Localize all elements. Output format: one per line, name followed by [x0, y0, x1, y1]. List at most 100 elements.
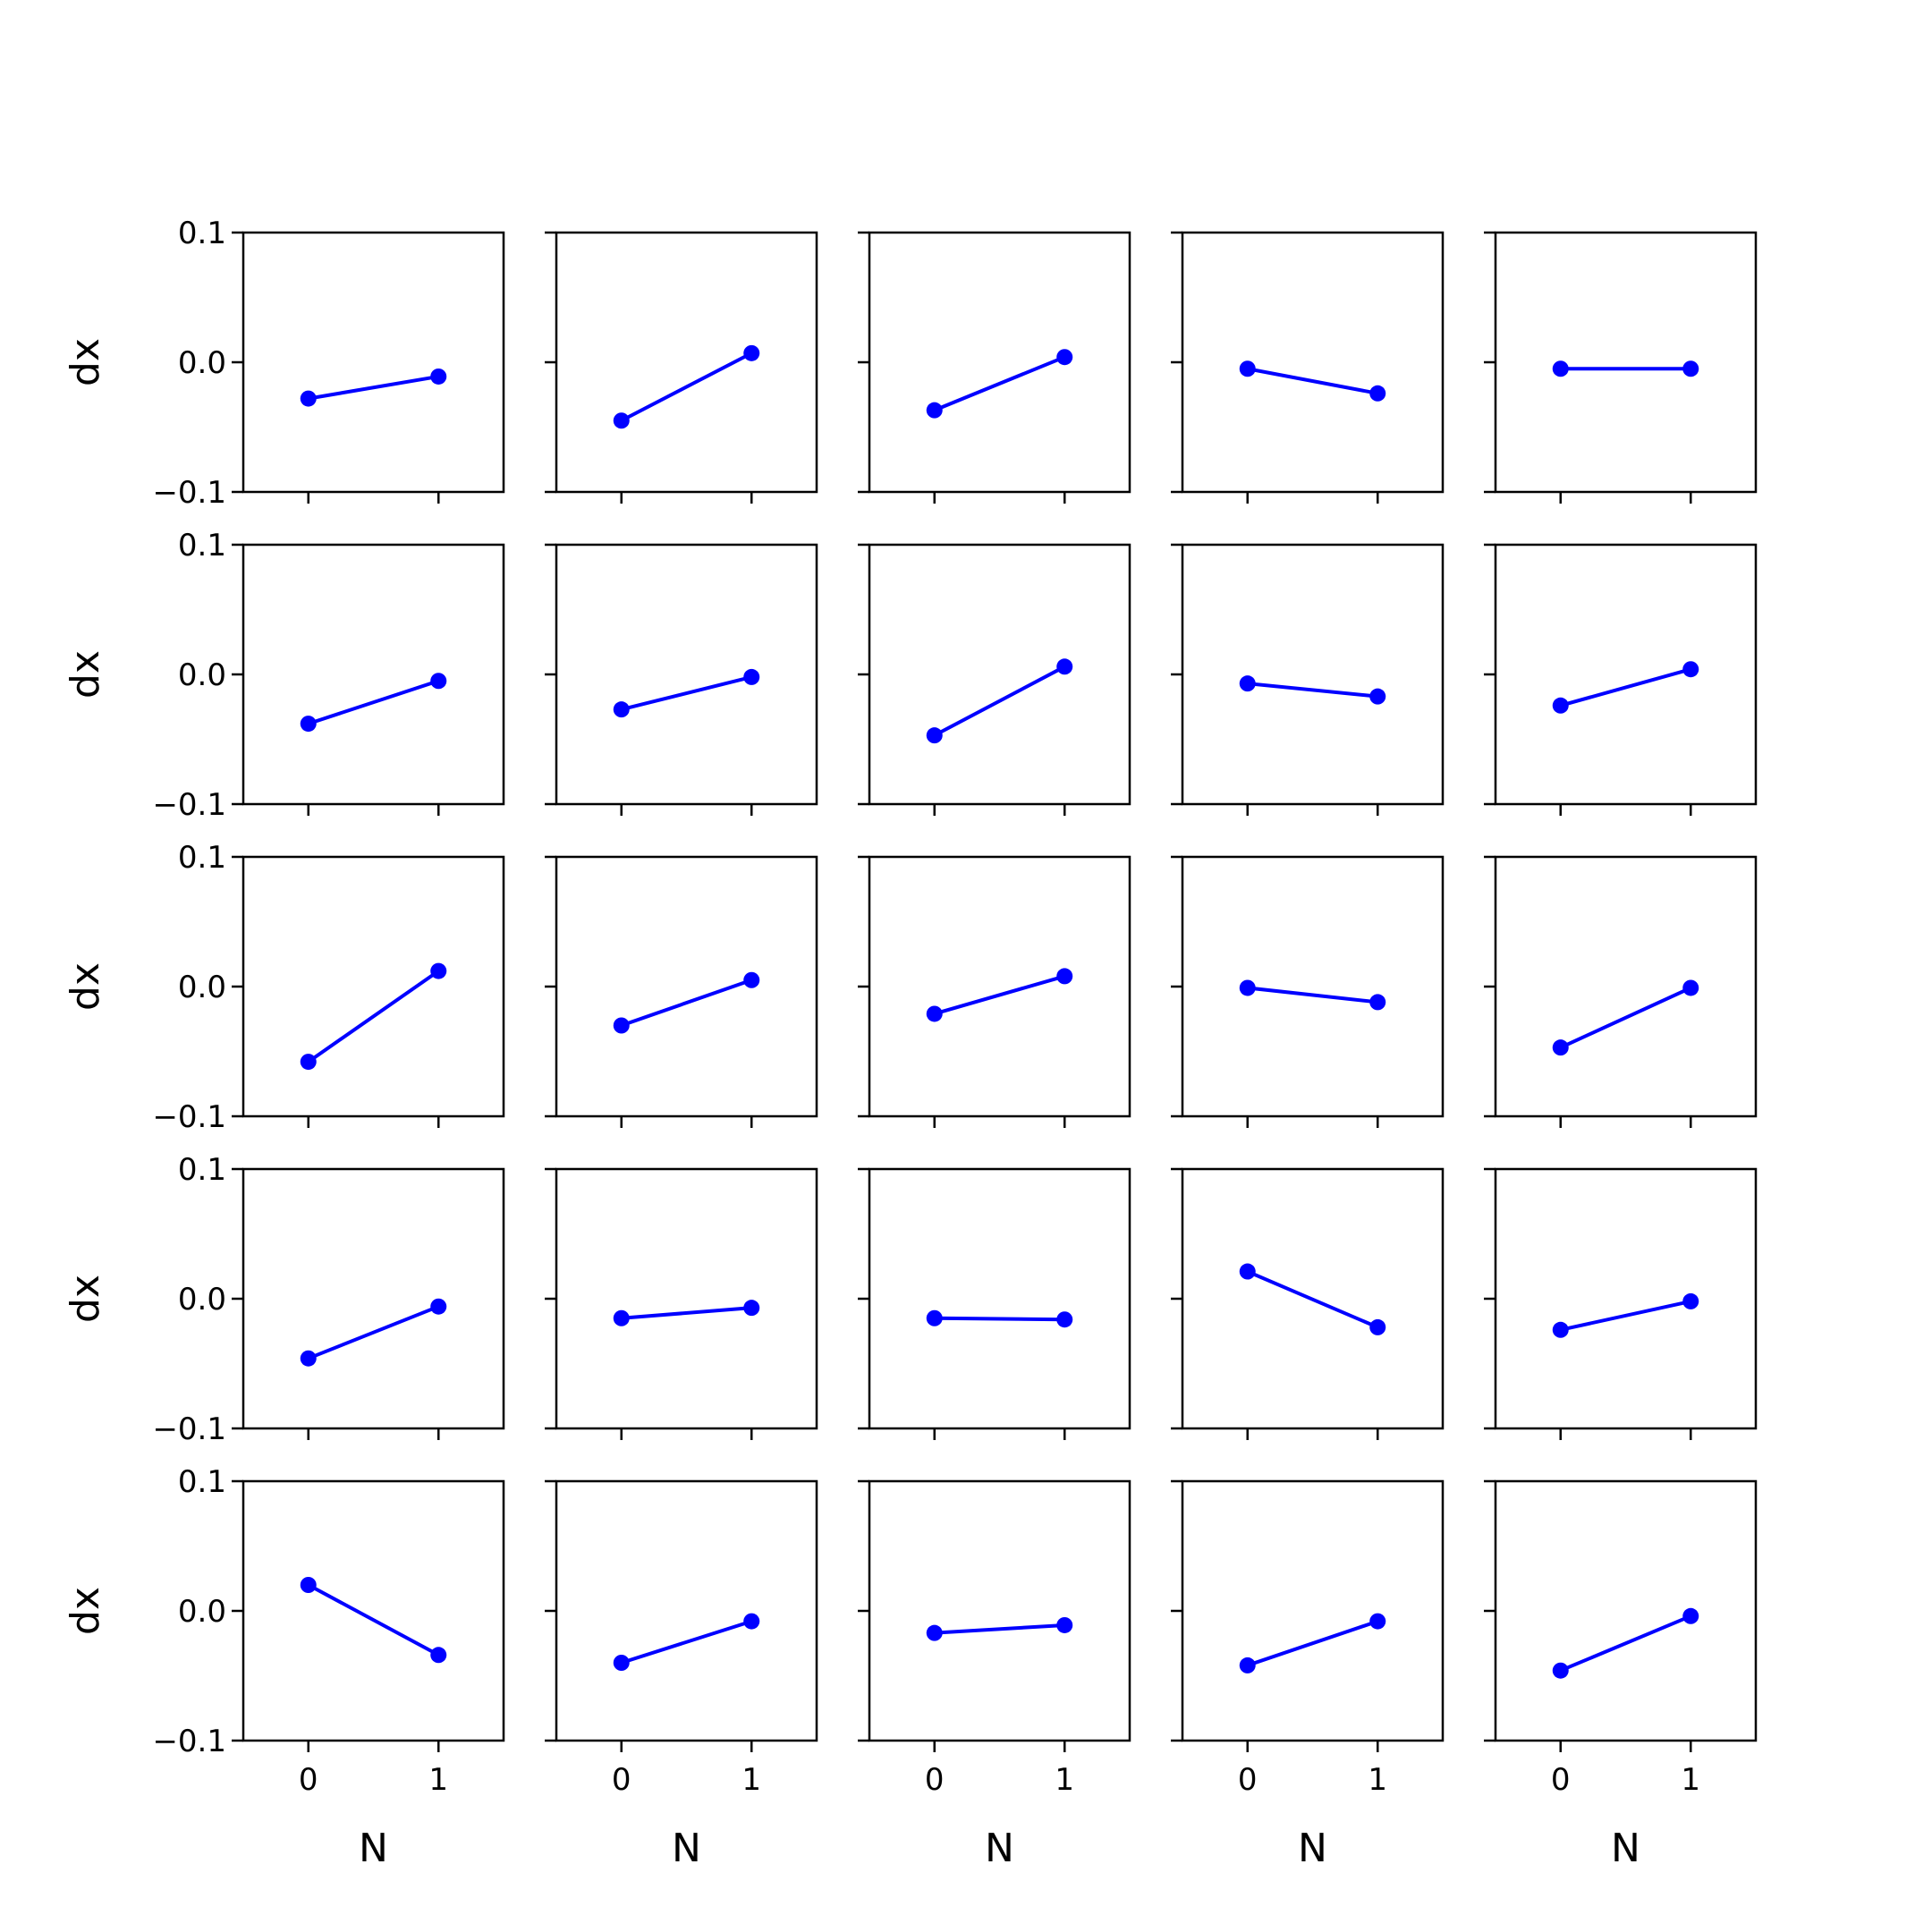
data-point: [1239, 979, 1256, 996]
data-point: [1239, 1657, 1256, 1674]
x-axis-label: N: [672, 1826, 701, 1871]
panel-r2-c1: −0.1 0.0 0.1 dx: [63, 528, 505, 823]
series-line: [1559, 1614, 1692, 1673]
data-point: [1682, 979, 1699, 996]
data-point: [613, 1655, 630, 1671]
data-point: [300, 716, 317, 733]
series-line: [933, 355, 1066, 412]
series-line: [308, 374, 439, 401]
series-line: [621, 674, 752, 712]
y-tick-label: 0.1: [178, 528, 226, 564]
series-line: [308, 1304, 439, 1360]
data-point: [300, 1350, 317, 1367]
series-line: [934, 1316, 1065, 1322]
panel-r1-c4: [1171, 231, 1445, 504]
data-point: [1552, 1321, 1569, 1338]
y-axis-label: dx: [63, 1275, 108, 1323]
data-point: [926, 1309, 943, 1326]
series-line: [307, 1583, 440, 1657]
data-point: [300, 390, 317, 407]
series-line: [1247, 986, 1378, 1004]
data-point: [1682, 661, 1699, 678]
panel-grid: −0.1 0.0 0.1 dx −0.1 0.0 0.1 dx −0.1 0.0 0.1 dx −0.1…: [63, 216, 1758, 1871]
data-point: [1369, 688, 1386, 705]
y-tick-label: 0.1: [178, 840, 226, 876]
data-point: [926, 402, 943, 419]
data-point: [743, 1300, 760, 1317]
x-tick-label: 1: [1055, 1762, 1074, 1798]
y-tick-label: 0.0: [178, 345, 226, 381]
panel-r1-c2: [545, 231, 818, 504]
x-tick-label: 1: [1681, 1762, 1700, 1798]
data-point: [1682, 360, 1699, 377]
data-point: [1552, 360, 1569, 377]
panel-r2-c3: [858, 543, 1131, 816]
y-axis-label: dx: [63, 338, 108, 386]
x-axis-label: N: [985, 1826, 1014, 1871]
x-tick-label: 0: [299, 1762, 318, 1798]
panel-r3-c5: [1484, 855, 1758, 1128]
x-axis-label: N: [1298, 1826, 1327, 1871]
y-tick-label: −0.1: [152, 1411, 226, 1447]
data-point: [430, 673, 447, 690]
data-point: [1552, 697, 1569, 714]
x-tick-label: 0: [925, 1762, 945, 1798]
x-tick-label: 0: [1238, 1762, 1258, 1798]
series-line: [934, 1623, 1065, 1635]
data-point: [613, 1309, 630, 1326]
data-point: [430, 1298, 447, 1315]
data-point: [926, 727, 943, 744]
series-line: [621, 978, 752, 1028]
y-tick-label: −0.1: [152, 1724, 226, 1759]
y-tick-label: −0.1: [152, 475, 226, 511]
series-line: [1560, 1299, 1691, 1332]
data-point: [1056, 1616, 1073, 1633]
data-point: [1552, 1662, 1569, 1679]
x-tick-label: 0: [1551, 1762, 1571, 1798]
data-point: [430, 368, 447, 385]
series-line: [621, 1306, 752, 1320]
data-point: [1239, 360, 1256, 377]
x-axis-label: N: [1611, 1826, 1640, 1871]
data-point: [1682, 1607, 1699, 1624]
series-line: [1247, 682, 1378, 699]
data-point: [1056, 1311, 1073, 1328]
data-point: [1056, 658, 1073, 675]
panel-r2-c4: [1171, 543, 1445, 816]
series-line: [1246, 1269, 1379, 1329]
series-line: [620, 352, 753, 423]
x-tick-label: 1: [428, 1762, 448, 1798]
y-tick-label: 0.1: [178, 1152, 226, 1188]
data-point: [926, 1624, 943, 1641]
panel-r4-c5: [1484, 1167, 1758, 1440]
series-line: [1247, 367, 1378, 395]
data-point: [743, 668, 760, 685]
data-point: [1369, 385, 1386, 402]
panel-r1-c5: [1484, 231, 1758, 504]
x-axis-label: N: [359, 1826, 388, 1871]
data-point: [926, 1005, 943, 1022]
data-point: [430, 962, 447, 979]
series-line: [621, 1619, 752, 1665]
series-line: [933, 665, 1066, 737]
data-point: [613, 701, 630, 718]
series-line: [1559, 986, 1692, 1049]
data-point: [743, 971, 760, 988]
panel-r3-c1: −0.1 0.0 0.1 dx: [63, 840, 505, 1135]
y-tick-label: 0.1: [178, 1464, 226, 1500]
series-line: [308, 679, 439, 725]
data-point: [1056, 349, 1073, 366]
panel-r3-c4: [1171, 855, 1445, 1128]
panel-r4-c1: −0.1 0.0 0.1 dx: [63, 1152, 505, 1447]
y-tick-label: −0.1: [152, 787, 226, 823]
data-point: [1239, 675, 1256, 692]
data-point: [1682, 1292, 1699, 1309]
y-tick-label: 0.0: [178, 970, 226, 1005]
data-point: [1369, 1613, 1386, 1630]
y-axis-label: dx: [63, 1587, 108, 1635]
data-point: [1056, 968, 1073, 985]
panel-r5-c1: −0.1 0.0 0.1 0 1 dx N: [63, 1464, 505, 1871]
data-point: [430, 1647, 447, 1664]
y-tick-label: 0.0: [178, 1282, 226, 1318]
